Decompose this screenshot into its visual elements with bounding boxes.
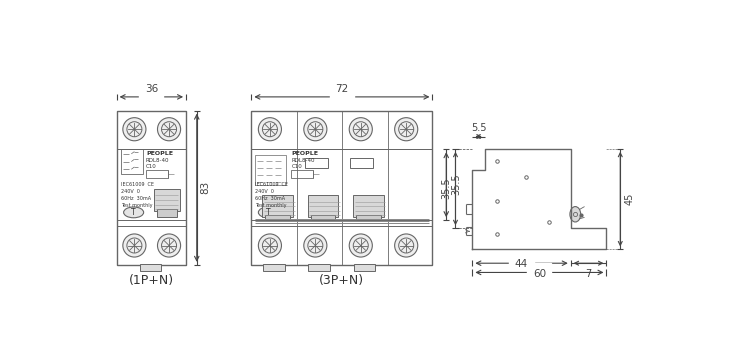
Text: 72: 72 <box>335 84 349 94</box>
Bar <box>353 196 384 217</box>
Bar <box>157 209 177 217</box>
Text: 45: 45 <box>624 193 634 205</box>
Ellipse shape <box>570 206 581 222</box>
Bar <box>146 170 167 178</box>
Bar <box>356 215 381 220</box>
Text: 5.5: 5.5 <box>470 123 487 133</box>
Bar <box>117 111 186 265</box>
Circle shape <box>158 118 181 141</box>
Text: 35.5: 35.5 <box>442 178 451 199</box>
Bar <box>263 264 285 271</box>
Bar <box>305 159 327 168</box>
Text: C10: C10 <box>291 164 302 170</box>
Bar <box>308 264 330 271</box>
Text: 240V  0: 240V 0 <box>255 189 275 194</box>
Text: PEOPLE: PEOPLE <box>291 151 319 156</box>
Circle shape <box>123 118 146 141</box>
Circle shape <box>349 234 372 257</box>
Text: RDL8-40: RDL8-40 <box>146 158 170 162</box>
Circle shape <box>123 234 146 257</box>
Bar <box>252 111 432 149</box>
Bar <box>265 215 290 220</box>
Text: 83: 83 <box>200 181 211 194</box>
Bar <box>262 196 293 217</box>
Bar <box>252 226 432 265</box>
Circle shape <box>349 118 372 141</box>
Bar <box>252 111 432 265</box>
Circle shape <box>395 118 418 141</box>
Text: T: T <box>266 208 271 217</box>
Bar <box>139 264 161 271</box>
Text: 60Hz  30mA: 60Hz 30mA <box>255 196 286 201</box>
Text: 240V  0: 240V 0 <box>120 189 139 194</box>
Text: 44: 44 <box>515 259 528 270</box>
Text: 7: 7 <box>586 270 592 279</box>
Bar <box>350 159 373 168</box>
Ellipse shape <box>258 207 278 218</box>
Bar <box>308 196 338 217</box>
Text: (1P+N): (1P+N) <box>128 274 174 287</box>
Ellipse shape <box>123 207 144 218</box>
Circle shape <box>258 234 281 257</box>
Bar <box>291 170 313 178</box>
Circle shape <box>304 234 327 257</box>
Circle shape <box>258 118 281 141</box>
Circle shape <box>158 234 181 257</box>
Text: 35.5: 35.5 <box>451 174 461 196</box>
Bar <box>121 149 143 174</box>
Text: PEOPLE: PEOPLE <box>146 151 173 156</box>
Text: 60: 60 <box>533 268 546 279</box>
Bar <box>117 226 186 265</box>
Bar <box>354 264 375 271</box>
Bar <box>117 149 186 220</box>
Text: 60Hz  30mA: 60Hz 30mA <box>120 196 150 201</box>
Text: IEC61009  CE: IEC61009 CE <box>255 182 288 187</box>
Bar <box>310 215 335 220</box>
Bar <box>153 189 180 211</box>
Text: (3P+N): (3P+N) <box>319 274 365 287</box>
Text: C10: C10 <box>146 164 156 170</box>
Circle shape <box>395 234 418 257</box>
Bar <box>255 155 286 185</box>
Text: Test monthly: Test monthly <box>255 203 287 208</box>
Text: Test monthly: Test monthly <box>120 203 152 208</box>
Text: IEC61009  CE: IEC61009 CE <box>120 182 153 187</box>
Text: RDL8-40: RDL8-40 <box>291 158 315 162</box>
Bar <box>252 149 432 220</box>
Text: 36: 36 <box>145 84 158 94</box>
Circle shape <box>304 118 327 141</box>
Bar <box>117 111 186 149</box>
Text: T: T <box>131 208 136 217</box>
